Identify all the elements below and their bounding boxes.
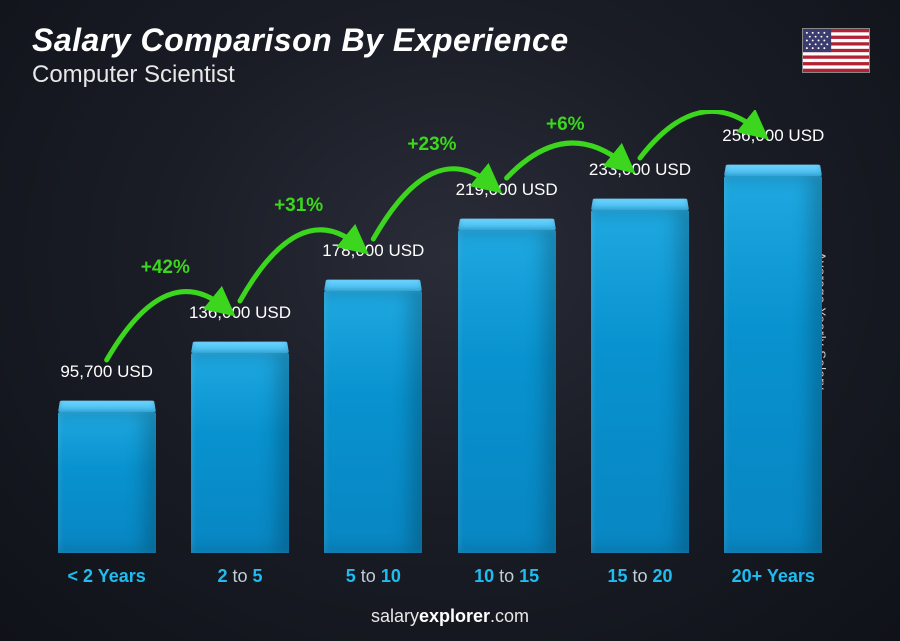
xtick-num: 2 <box>217 566 227 586</box>
xtick-num: 15 <box>607 566 627 586</box>
x-tick: < 2 Years <box>40 566 173 587</box>
x-tick: 15 to 20 <box>573 566 706 587</box>
xtick-num: 20+ <box>732 566 763 586</box>
bar-front-face <box>324 291 422 553</box>
bar <box>324 291 422 553</box>
bar-top-face <box>58 401 156 412</box>
xtick-suffix: Years <box>762 566 815 586</box>
xtick-suffix: Years <box>93 566 146 586</box>
bar-front-face <box>458 230 556 553</box>
header: Salary Comparison By Experience Computer… <box>32 22 569 89</box>
bar-top-face <box>724 165 822 176</box>
xtick-num2: 20 <box>652 566 672 586</box>
bar <box>591 210 689 553</box>
bar-top-face <box>591 199 689 210</box>
bar-front-face <box>58 412 156 553</box>
bar-value-label: 219,000 USD <box>407 180 607 200</box>
x-tick: 5 to 10 <box>307 566 440 587</box>
bar-slot: 256,000 USD <box>707 176 840 553</box>
x-axis: < 2 Years2 to 55 to 1010 to 1515 to 2020… <box>40 566 840 587</box>
xtick-num: 10 <box>474 566 494 586</box>
xtick-num2: 10 <box>381 566 401 586</box>
x-tick: 10 to 15 <box>440 566 573 587</box>
footer-bold: explorer <box>419 606 490 626</box>
footer-credit: salaryexplorer.com <box>0 606 900 627</box>
xtick-mid: to <box>227 566 252 586</box>
bar-top-face <box>324 280 422 291</box>
bar <box>191 353 289 553</box>
xtick-prefix: < <box>68 566 84 586</box>
bar-front-face <box>191 353 289 553</box>
salary-bar-chart: 95,700 USD136,000 USD178,000 USD219,000 … <box>40 110 840 587</box>
xtick-mid: to <box>356 566 381 586</box>
bars-container: 95,700 USD136,000 USD178,000 USD219,000 … <box>40 143 840 553</box>
increase-pct-label: +6% <box>546 114 585 135</box>
bar-top-face <box>191 342 289 353</box>
bar <box>58 412 156 553</box>
footer-suffix: .com <box>490 606 529 626</box>
bar-slot: 178,000 USD <box>307 291 440 553</box>
xtick-mid: to <box>627 566 652 586</box>
x-tick: 20+ Years <box>707 566 840 587</box>
xtick-num2: 5 <box>253 566 263 586</box>
bar-slot: 136,000 USD <box>173 353 306 553</box>
bar <box>724 176 822 553</box>
bar-slot: 233,000 USD <box>573 210 706 553</box>
footer-prefix: salary <box>371 606 419 626</box>
bar <box>458 230 556 553</box>
bar-value-label: 256,000 USD <box>673 126 873 146</box>
bar-front-face <box>591 210 689 553</box>
bar-front-face <box>724 176 822 553</box>
chart-title: Salary Comparison By Experience <box>32 22 569 59</box>
xtick-num2: 15 <box>519 566 539 586</box>
xtick-num: 2 <box>83 566 93 586</box>
bar-slot: 219,000 USD <box>440 230 573 553</box>
xtick-mid: to <box>494 566 519 586</box>
x-tick: 2 to 5 <box>173 566 306 587</box>
xtick-num: 5 <box>346 566 356 586</box>
chart-subtitle: Computer Scientist <box>32 61 569 89</box>
bar-slot: 95,700 USD <box>40 412 173 553</box>
usa-flag-icon <box>802 28 870 73</box>
bar-top-face <box>458 219 556 230</box>
